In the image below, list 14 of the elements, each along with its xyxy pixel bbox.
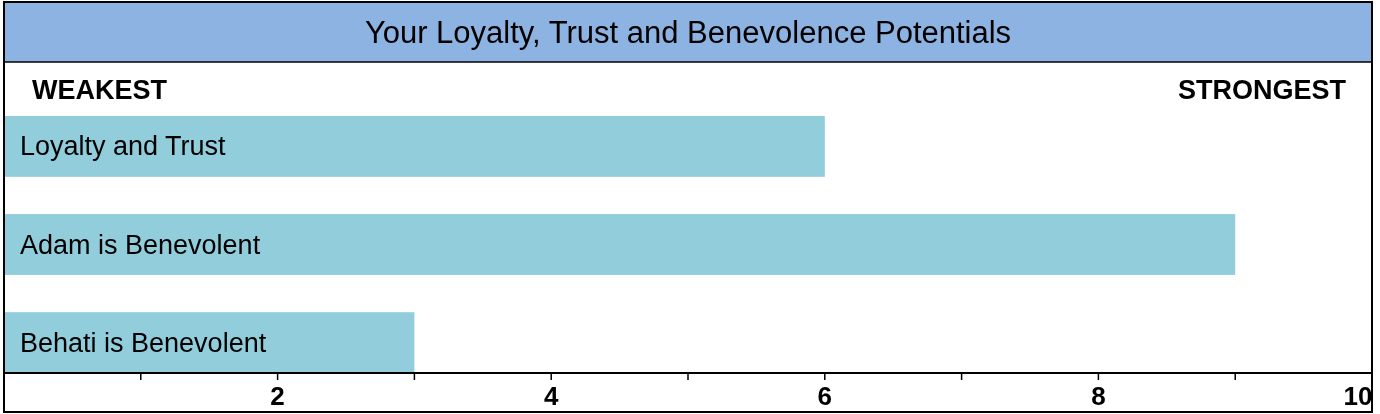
bar: [4, 214, 1236, 275]
y-tick-label: Adam is Benevolent: [20, 229, 261, 260]
bar: [4, 116, 825, 177]
x-tick-label: 4: [543, 381, 559, 411]
x-tick-label: 8: [1091, 381, 1106, 411]
y-tick-label: Behati is Benevolent: [20, 327, 267, 358]
y-tick-label: Loyalty and Trust: [20, 131, 227, 162]
annotation: STRONGEST: [1177, 75, 1347, 105]
chart-title: Your Loyalty, Trust and Benevolence Potentials: [364, 14, 1012, 50]
annotation: WEAKEST: [32, 75, 168, 105]
x-tick-label: 10: [1343, 381, 1373, 411]
x-tick-label: 6: [817, 381, 833, 411]
bar: [4, 312, 415, 373]
x-tick-label: 2: [270, 381, 285, 411]
